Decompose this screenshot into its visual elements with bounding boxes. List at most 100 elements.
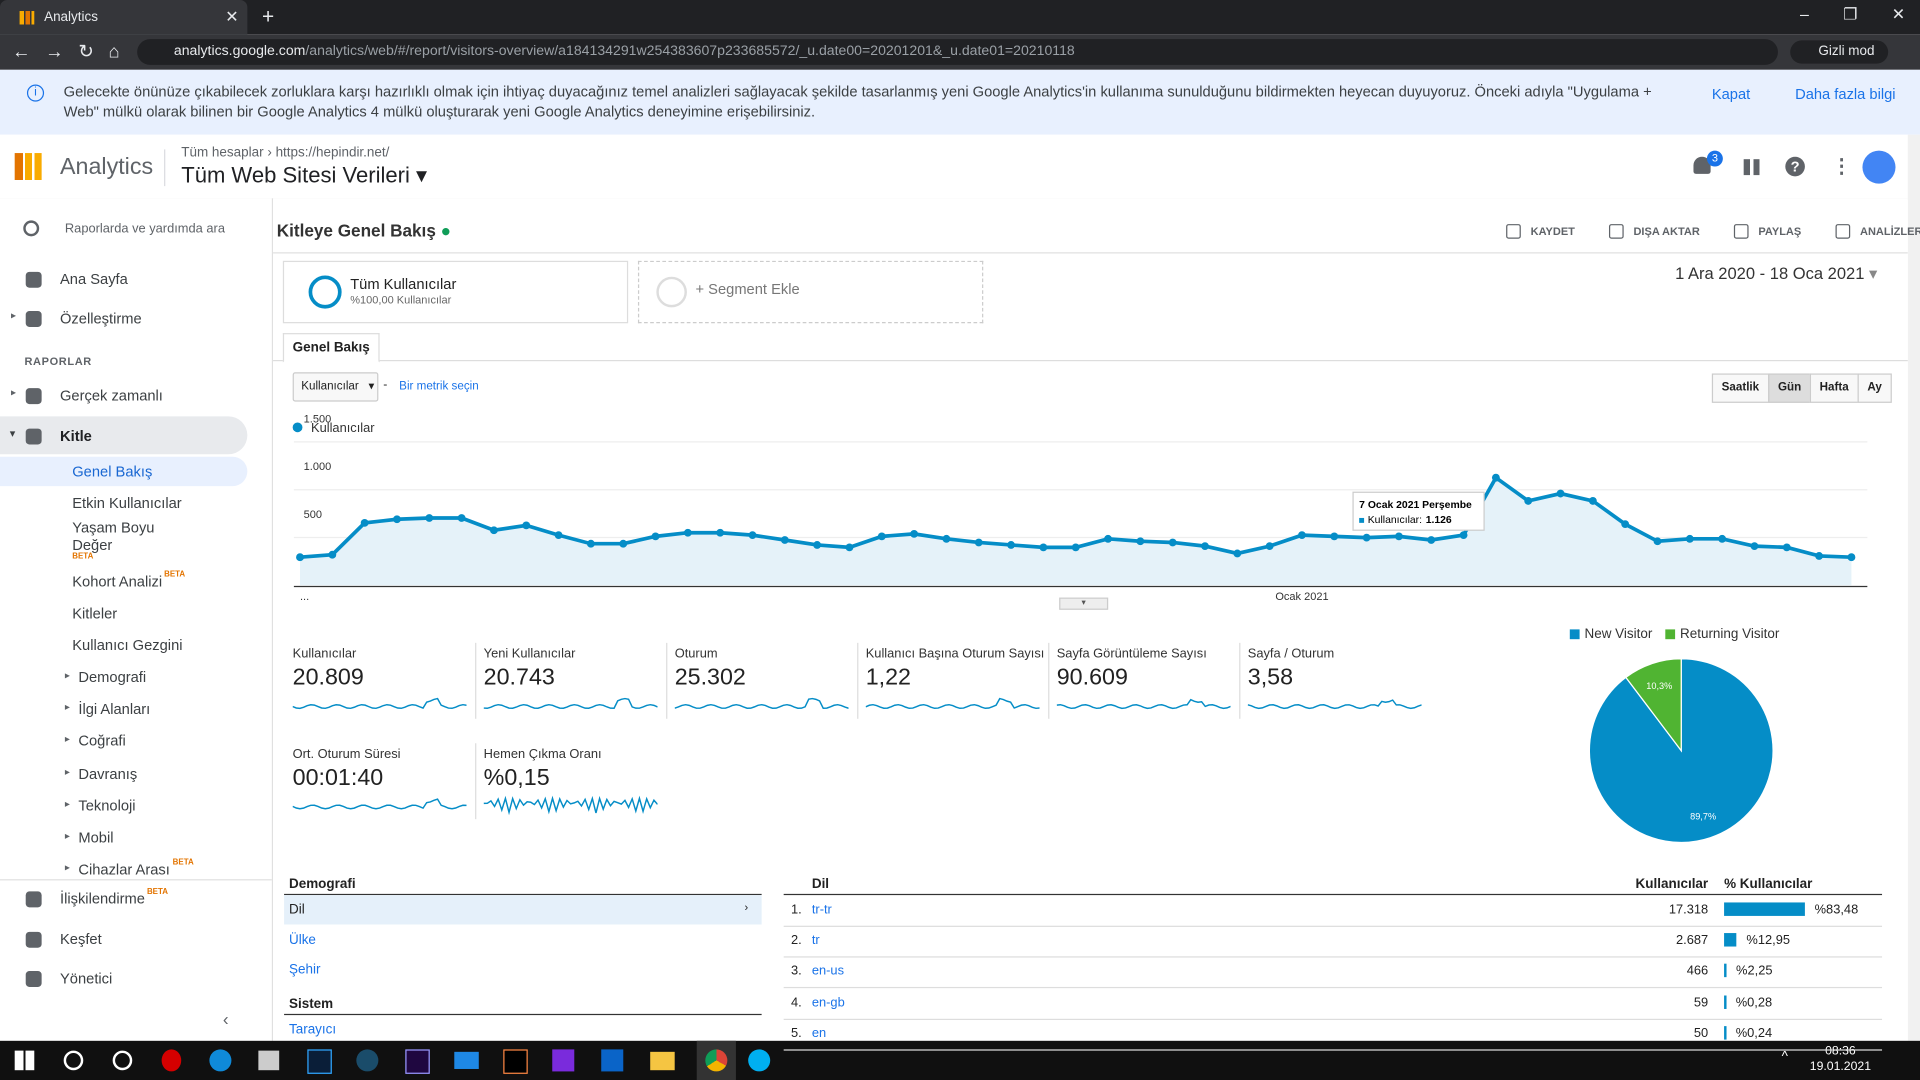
date-range[interactable]: 1 Ara 2020 - 18 Oca 2021 ▾ — [1675, 264, 1878, 283]
row-name[interactable]: en-gb — [811, 995, 845, 1010]
report-title: Kitleye Genel Bakış ● — [277, 220, 451, 240]
row-users: 59 — [1693, 995, 1709, 1010]
banner — [0, 69, 1920, 135]
row-name[interactable]: tr-tr — [811, 902, 832, 918]
more-icon[interactable]: ⋮ — [1831, 156, 1852, 178]
point — [328, 550, 337, 559]
point — [490, 526, 498, 535]
nav-item[interactable]: İlgi Alanları — [78, 700, 151, 718]
incognito[interactable] — [1790, 40, 1889, 64]
table-header: Kullanıcılar — [1635, 876, 1709, 892]
granularity-button[interactable]: Ay — [1857, 373, 1892, 403]
demo-link[interactable]: Şehir — [288, 962, 321, 978]
nav-item[interactable]: Kullanıcı Gezgini — [72, 636, 183, 654]
row-name[interactable]: en — [811, 1025, 827, 1041]
action[interactable]: PAYLAŞ — [1758, 225, 1802, 238]
nav-item[interactable]: Coğrafi — [78, 732, 126, 750]
row-name[interactable]: en-us — [811, 964, 844, 979]
row-name[interactable]: tr — [811, 933, 820, 948]
nav-item[interactable]: Yaşam Boyu Değer — [72, 519, 155, 554]
demo-link[interactable]: Ülke — [288, 932, 316, 948]
chart-handle[interactable]: ▾ — [1059, 597, 1109, 610]
nav-item[interactable]: Demografi — [78, 668, 147, 686]
nav-item[interactable]: Kohort Analizi — [72, 573, 163, 591]
action[interactable]: ANALİZLER — [1860, 225, 1920, 238]
bell[interactable] — [1693, 156, 1711, 174]
opera[interactable] — [161, 1049, 182, 1072]
explorer[interactable] — [650, 1051, 675, 1071]
granularity-button[interactable]: Saatlik — [1711, 373, 1769, 403]
store[interactable] — [258, 1050, 280, 1071]
nav-item[interactable]: Cihazlar Arası — [78, 860, 170, 878]
tab-overview[interactable]: Genel Bakış — [282, 333, 380, 363]
metric-divider — [475, 642, 477, 719]
avatar[interactable] — [1862, 150, 1896, 184]
nav-item[interactable]: Ana Sayfa — [60, 270, 128, 288]
skype[interactable] — [748, 1049, 771, 1072]
apps-icon[interactable] — [1743, 159, 1760, 176]
tab-icon — [19, 11, 35, 25]
action-icon — [1608, 224, 1624, 239]
nav-item[interactable]: Yönetici — [60, 969, 113, 987]
breadcrumb[interactable]: Tüm hesaplar › https://hepindir.net/ — [181, 145, 390, 161]
point — [296, 553, 304, 562]
granularity-button[interactable]: Hafta — [1809, 373, 1859, 403]
segment-add-card[interactable] — [637, 260, 984, 324]
edge[interactable] — [209, 1049, 232, 1072]
nav-item[interactable]: Kitle — [60, 427, 92, 445]
collapse[interactable]: ‹ — [222, 1008, 229, 1029]
metric-select[interactable] — [292, 372, 379, 402]
nav-item[interactable]: Mobil — [78, 828, 114, 847]
report-toolbar — [273, 213, 1908, 254]
search-app[interactable] — [63, 1050, 84, 1071]
nav-buttons[interactable]: ←→↻⌂ — [12, 41, 135, 63]
nav-item[interactable]: Kitleler — [72, 604, 118, 623]
sparkline — [674, 697, 849, 709]
point — [1168, 538, 1177, 547]
nav-item[interactable]: Teknoloji — [78, 797, 136, 815]
phpstorm[interactable] — [552, 1049, 575, 1072]
nav-item[interactable]: Etkin Kullanıcılar — [72, 494, 182, 512]
demo-link[interactable]: Dil — [288, 902, 305, 918]
metric-value: 00:01:40 — [292, 765, 384, 792]
incognito-label: Gizli mod — [1818, 44, 1875, 59]
window-controls[interactable]: –❐✕ — [1800, 4, 1905, 24]
nav-item[interactable]: Davranış — [78, 765, 138, 783]
nav-item[interactable]: Genel Bakış — [72, 462, 153, 480]
banner-close[interactable]: Kapat — [1711, 85, 1751, 103]
metric-link[interactable]: Bir metrik seçin — [399, 379, 479, 394]
legend-label: Returning Visitor — [1680, 626, 1780, 642]
outlook[interactable] — [601, 1049, 624, 1072]
start[interactable] — [14, 1050, 35, 1071]
clock[interactable]: 08:36 19.01.2021 — [1807, 1043, 1873, 1075]
help-icon[interactable]: ? — [1785, 156, 1805, 177]
action[interactable]: KAYDET — [1530, 225, 1575, 238]
action[interactable]: DIŞA AKTAR — [1633, 225, 1700, 238]
sidebar-search[interactable]: Raporlarda ve yardımda ara — [64, 221, 225, 237]
tooltip-label: Kullanıcılar: — [1368, 515, 1422, 526]
nav-icon — [25, 971, 42, 987]
nav-item[interactable]: Gerçek zamanlı — [60, 386, 163, 405]
app-7[interactable] — [356, 1049, 379, 1072]
photoshop[interactable] — [307, 1049, 332, 1074]
banner-more[interactable]: Daha fazla bilgi — [1795, 85, 1896, 103]
property[interactable]: Tüm Web Sitesi Verileri ▾ — [181, 162, 428, 188]
point — [716, 528, 725, 537]
point — [1524, 496, 1533, 505]
tab[interactable] — [0, 0, 248, 35]
nav-item[interactable]: Özelleştirme — [60, 309, 142, 327]
segment-card[interactable] — [282, 260, 629, 324]
omnibox[interactable] — [137, 39, 1778, 65]
nav-item[interactable]: Keşfet — [60, 930, 102, 948]
demo-link[interactable]: Tarayıcı — [288, 1022, 337, 1038]
granularity-button[interactable]: Gün — [1768, 373, 1812, 403]
after-effects[interactable] — [405, 1049, 430, 1074]
beta-badge: BETA — [146, 887, 169, 897]
new-tab[interactable]: + — [262, 4, 275, 29]
mail[interactable] — [454, 1051, 479, 1069]
nav-item[interactable]: İlişkilendirme — [60, 890, 145, 908]
intellij[interactable] — [503, 1049, 528, 1074]
tab-close[interactable]: ✕ — [225, 7, 239, 26]
cortana[interactable] — [112, 1050, 133, 1071]
